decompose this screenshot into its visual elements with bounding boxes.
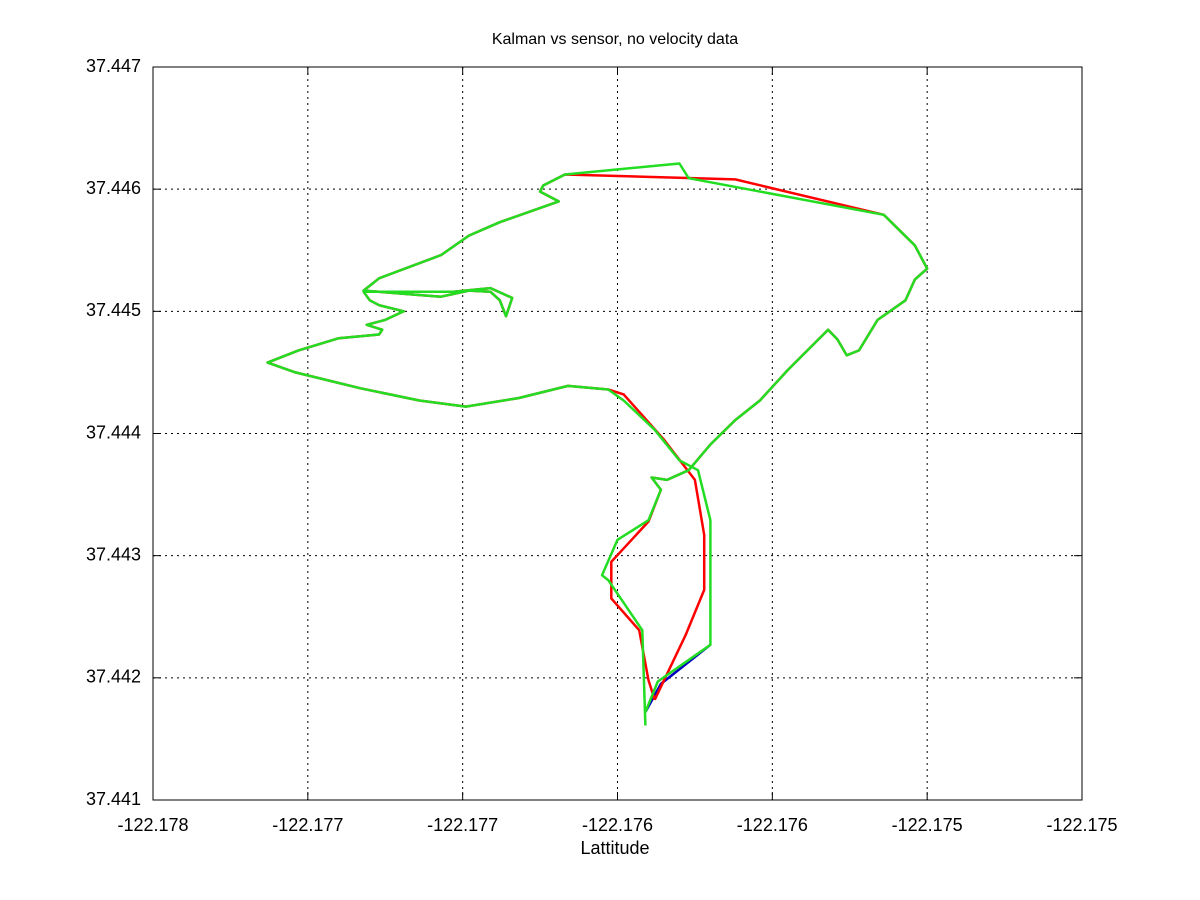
data-line bbox=[266, 162, 929, 726]
chart-title: Kalman vs sensor, no velocity data bbox=[492, 31, 738, 48]
x-tick-label: -122.178 bbox=[117, 815, 188, 835]
x-tick-label: -122.175 bbox=[1046, 815, 1117, 835]
plot-frame bbox=[152, 66, 1083, 801]
x-tick-label: -122.176 bbox=[582, 815, 653, 835]
y-tick-label: 37.443 bbox=[86, 544, 141, 564]
x-tick-label: -122.177 bbox=[272, 815, 343, 835]
y-tick-label: 37.446 bbox=[86, 178, 141, 198]
y-tick-label: 37.447 bbox=[86, 56, 141, 76]
y-tick-label: 37.444 bbox=[86, 422, 141, 442]
x-tick-label: -122.176 bbox=[737, 815, 808, 835]
y-tick-label: 37.441 bbox=[86, 789, 141, 809]
y-tick-label: 37.445 bbox=[86, 300, 141, 320]
x-tick-label: -122.177 bbox=[427, 815, 498, 835]
x-tick-label: -122.175 bbox=[892, 815, 963, 835]
y-tick-label: 37.442 bbox=[86, 667, 141, 687]
x-axis-label: Lattitude bbox=[580, 838, 649, 858]
